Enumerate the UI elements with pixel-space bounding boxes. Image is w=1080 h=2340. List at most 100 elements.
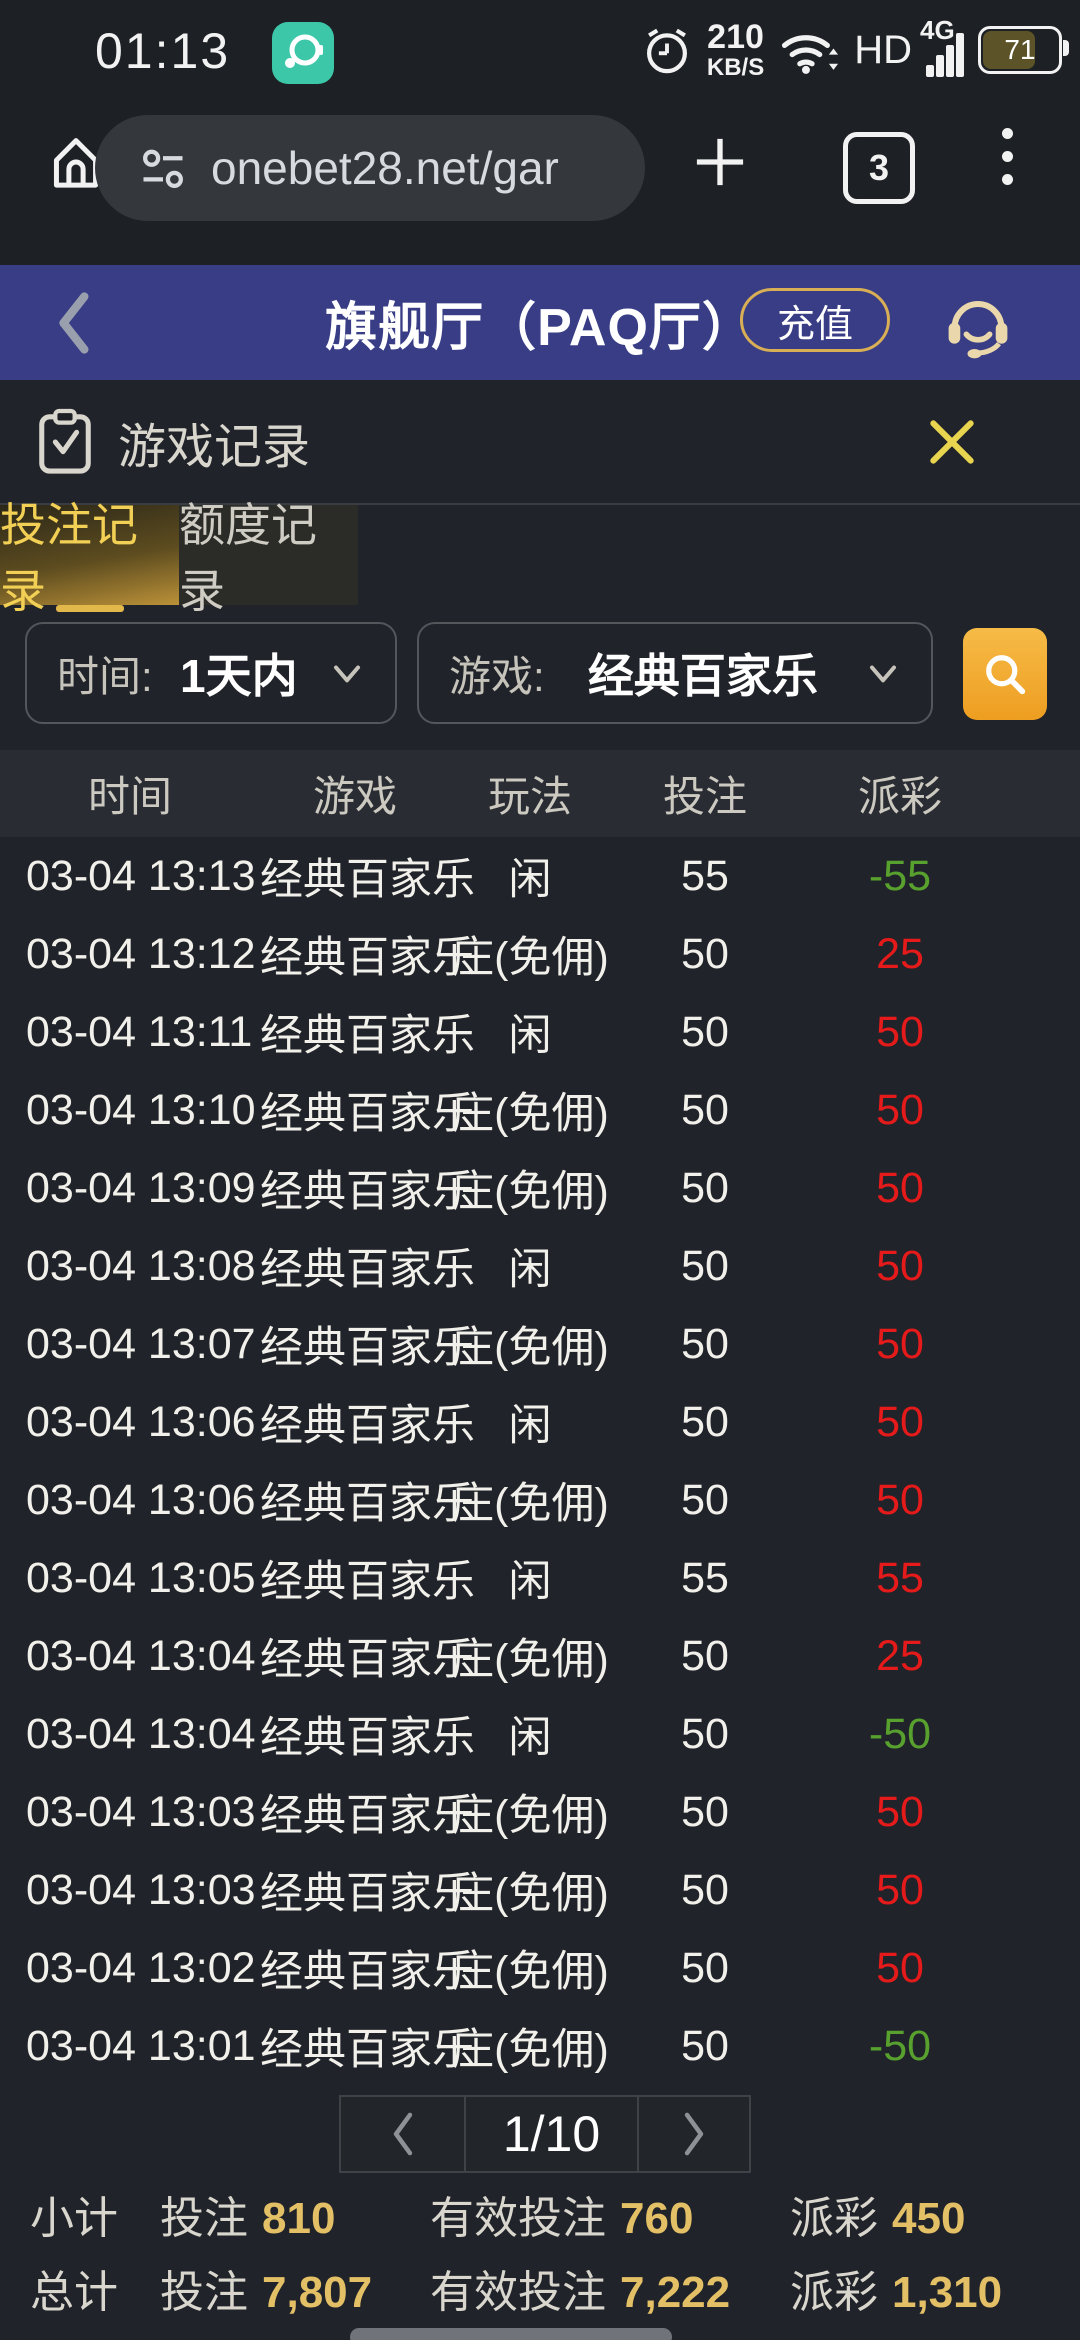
- chevron-right-icon: [684, 2112, 704, 2156]
- row-bet: 50: [681, 2021, 729, 2070]
- row-play: 庄(免佣): [451, 1168, 609, 1216]
- row-payout: 50: [876, 1241, 924, 1290]
- customer-service-button[interactable]: [936, 283, 1020, 367]
- row-bet: 50: [681, 1007, 729, 1056]
- recharge-button[interactable]: 充值: [739, 288, 890, 352]
- row-bet: 50: [681, 1943, 729, 1992]
- close-button[interactable]: [924, 414, 980, 470]
- row-time: 03-04 13:11: [26, 1007, 253, 1056]
- new-tab-button[interactable]: [688, 130, 752, 194]
- row-time: 03-04 13:09: [26, 1163, 256, 1212]
- row-time: 03-04 13:08: [26, 1241, 256, 1290]
- tab-label: 投注记录: [0, 499, 138, 617]
- row-game: 经典百家乐: [260, 1402, 475, 1450]
- time-filter-select[interactable]: 时间: 1天内: [25, 622, 397, 724]
- row-bet: 50: [681, 1397, 729, 1446]
- hd-indicator: HD: [854, 27, 912, 72]
- battery-indicator: 71: [978, 26, 1069, 74]
- table-row: 03-04 13:12 经典百家乐 庄(免佣) 50 25: [0, 915, 1080, 993]
- table-row: 03-04 13:10 经典百家乐 庄(免佣) 50 50: [0, 1071, 1080, 1149]
- row-play: 庄(免佣): [451, 1480, 609, 1528]
- next-page-button[interactable]: [639, 2095, 751, 2173]
- row-play: 闲: [508, 1558, 552, 1606]
- row-bet: 55: [681, 851, 729, 900]
- url-bar[interactable]: onebet28.net/gar: [95, 115, 645, 221]
- row-payout: -50: [868, 1709, 932, 1758]
- page-title: 旗舰厅（PAQ厅）: [325, 299, 755, 357]
- table-row: 03-04 13:03 经典百家乐 庄(免佣) 50 50: [0, 1773, 1080, 1851]
- row-game: 经典百家乐: [260, 1480, 475, 1528]
- app-header: 旗舰厅（PAQ厅） 充值: [0, 265, 1080, 380]
- prev-page-button[interactable]: [339, 2095, 466, 2173]
- row-time: 03-04 13:04: [26, 1631, 256, 1680]
- table-row: 03-04 13:03 经典百家乐 庄(免佣) 50 50: [0, 1851, 1080, 1929]
- table-body: 03-04 13:13 经典百家乐 闲 55 -55 03-04 13:12 经…: [0, 837, 1080, 2085]
- time-filter-label: 时间:: [57, 652, 153, 700]
- row-play: 闲: [508, 1714, 552, 1762]
- tab-switcher-button[interactable]: 3: [843, 132, 915, 204]
- tab-bet-records[interactable]: 投注记录: [0, 499, 179, 617]
- row-time: 03-04 13:13: [26, 851, 256, 900]
- table-row: 03-04 13:05 经典百家乐 闲 55 55: [0, 1539, 1080, 1617]
- row-game: 经典百家乐: [260, 1246, 475, 1294]
- subtotal-bet: 投注 810: [160, 2194, 336, 2243]
- game-records-icon: [39, 408, 91, 474]
- row-game: 经典百家乐: [260, 1012, 475, 1060]
- alarm-icon: [646, 28, 687, 74]
- total-valid-bet: 有效投注 7,222: [430, 2268, 731, 2317]
- row-payout: -55: [868, 851, 932, 900]
- row-play: 庄(免佣): [451, 934, 609, 982]
- row-payout: 55: [876, 1553, 924, 1602]
- table-row: 03-04 13:06 经典百家乐 庄(免佣) 50 50: [0, 1461, 1080, 1539]
- row-game: 经典百家乐: [260, 2026, 475, 2074]
- row-payout: 50: [876, 1475, 924, 1524]
- headset-icon: [948, 301, 1008, 359]
- row-payout: 50: [876, 1163, 924, 1212]
- subtotal-label: 小计: [30, 2194, 118, 2243]
- status-bar: 01:13 210 KB/S: [0, 0, 1080, 100]
- row-game: 经典百家乐: [260, 1090, 475, 1138]
- row-bet: 50: [681, 1163, 729, 1212]
- notification-app-icon: [272, 22, 334, 84]
- table-row: 03-04 13:13 经典百家乐 闲 55 -55: [0, 837, 1080, 915]
- row-game: 经典百家乐: [260, 1636, 475, 1684]
- table-row: 03-04 13:06 经典百家乐 闲 50 50: [0, 1383, 1080, 1461]
- back-button[interactable]: [50, 289, 96, 357]
- row-bet: 50: [681, 1475, 729, 1524]
- pagination: 1/10: [339, 2095, 751, 2173]
- chat-bubble-icon: [285, 34, 323, 68]
- row-game: 经典百家乐: [260, 934, 475, 982]
- row-payout: 50: [876, 1865, 924, 1914]
- row-bet: 50: [681, 929, 729, 978]
- row-payout: 50: [876, 1787, 924, 1836]
- row-play: 庄(免佣): [451, 1870, 609, 1918]
- row-payout: 50: [876, 1085, 924, 1134]
- home-indicator[interactable]: [350, 2328, 672, 2340]
- row-game: 经典百家乐: [260, 856, 475, 904]
- row-bet: 50: [681, 1631, 729, 1680]
- game-filter-select[interactable]: 游戏: 经典百家乐: [417, 622, 933, 724]
- col-header-game: 游戏: [312, 773, 397, 820]
- row-bet: 50: [681, 1865, 729, 1914]
- row-time: 03-04 13:06: [26, 1397, 256, 1446]
- tab-quota-records[interactable]: 额度记录: [179, 499, 358, 617]
- table-row: 03-04 13:09 经典百家乐 庄(免佣) 50 50: [0, 1149, 1080, 1227]
- row-time: 03-04 13:01: [26, 2021, 256, 2070]
- search-button[interactable]: [963, 628, 1047, 720]
- page-indicator: 1/10: [466, 2095, 639, 2173]
- row-play: 闲: [508, 1012, 552, 1060]
- record-tabs: 投注记录 额度记录: [0, 499, 358, 617]
- table-row: 03-04 13:02 经典百家乐 庄(免佣) 50 50: [0, 1929, 1080, 2007]
- col-header-play: 玩法: [487, 773, 572, 820]
- row-time: 03-04 13:12: [26, 929, 256, 978]
- row-bet: 50: [681, 1787, 729, 1836]
- site-settings-icon: [143, 149, 183, 188]
- row-play: 闲: [508, 1402, 552, 1450]
- row-bet: 50: [681, 1319, 729, 1368]
- browser-menu-button[interactable]: [1002, 128, 1013, 185]
- row-payout: 25: [876, 929, 924, 978]
- row-time: 03-04 13:07: [26, 1319, 256, 1368]
- filter-row: 时间: 1天内 游戏: 经典百家乐: [0, 622, 1080, 728]
- row-time: 03-04 13:03: [26, 1787, 256, 1836]
